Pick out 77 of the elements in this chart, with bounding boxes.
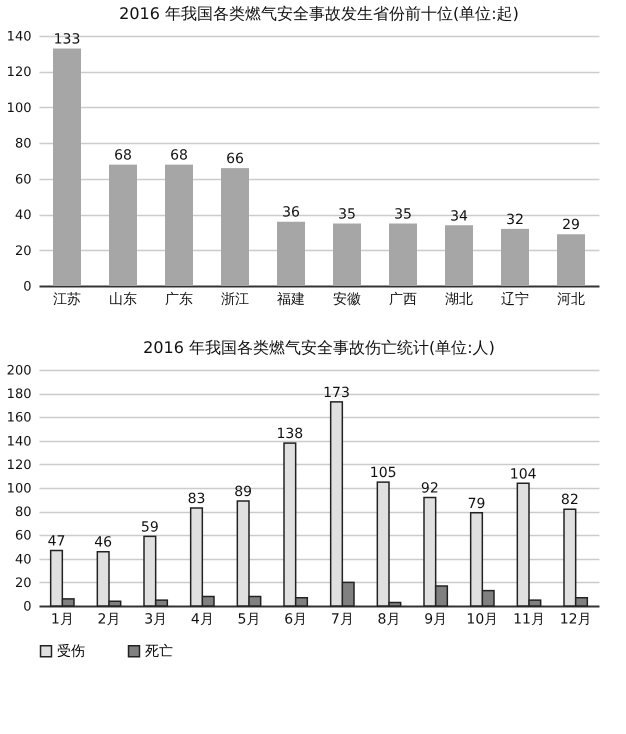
data-label: 32 (506, 212, 524, 228)
x-tick-label: 江苏 (53, 292, 81, 308)
data-label: 68 (170, 148, 188, 164)
x-tick-label: 浙江 (221, 292, 249, 308)
y-tick-label: 100 (6, 100, 32, 116)
x-tick-label: 6月 (284, 612, 308, 628)
data-label: 29 (562, 217, 580, 234)
y-tick-label: 20 (14, 244, 32, 259)
data-label: 35 (338, 206, 356, 222)
y-tick-label: 0 (23, 280, 32, 294)
data-label: 133 (54, 32, 80, 48)
bar (165, 164, 193, 286)
data-label: 36 (282, 204, 300, 221)
x-tick-label: 广东 (165, 292, 193, 308)
y-tick-label: 200 (6, 364, 32, 378)
legend-label: 死亡 (145, 643, 173, 660)
y-tick-label: 60 (14, 528, 32, 544)
x-tick-label: 安徽 (333, 292, 361, 308)
y-tick-label: 80 (14, 136, 32, 152)
y-tick-label: 40 (14, 208, 32, 224)
data-label: 92 (420, 480, 439, 496)
bar (109, 164, 137, 286)
data-label: 59 (140, 519, 159, 536)
x-tick-label: 12月 (560, 612, 592, 628)
bar (53, 48, 81, 286)
y-tick-label: 140 (6, 434, 32, 450)
data-label: 47 (48, 534, 66, 550)
bar (277, 222, 305, 286)
x-tick-label: 1月 (50, 612, 74, 628)
x-tick-label: 4月 (190, 612, 214, 628)
chart-title: 2016 年我国各类燃气安全事故伤亡统计(单位:人) (143, 338, 495, 357)
data-label: 83 (188, 491, 206, 508)
data-label: 138 (276, 426, 304, 442)
x-tick-label: 湖北 (445, 292, 473, 308)
y-tick-label: 140 (6, 30, 32, 44)
y-tick-label: 0 (23, 600, 32, 614)
y-tick-label: 40 (14, 552, 32, 568)
x-tick-label: 河北 (557, 292, 585, 308)
y-tick-label: 120 (6, 65, 32, 80)
x-tick-label: 山东 (109, 292, 137, 308)
y-tick-label: 180 (6, 387, 32, 402)
data-label: 105 (370, 465, 397, 482)
data-label: 104 (510, 466, 537, 482)
x-tick-label: 7月 (330, 612, 354, 628)
data-label: 66 (226, 151, 244, 168)
data-label: 34 (450, 208, 468, 224)
data-label: 79 (468, 496, 486, 512)
x-tick-label: 8月 (378, 612, 400, 628)
x-tick-label: 福建 (277, 292, 305, 308)
x-tick-label: 2月 (98, 612, 120, 628)
data-label: 68 (114, 148, 132, 164)
chart-title: 2016 年我国各类燃气安全事故发生省份前十位(单位:起) (119, 4, 519, 23)
y-tick-label: 120 (6, 458, 32, 473)
data-label: 46 (94, 534, 112, 551)
y-tick-label: 100 (6, 482, 32, 496)
y-tick-label: 20 (14, 576, 32, 591)
legend-label: 受伤 (57, 643, 85, 660)
data-label: 35 (394, 206, 412, 222)
x-tick-label: 3月 (144, 612, 168, 628)
data-label: 82 (560, 492, 579, 508)
x-tick-label: 10月 (466, 612, 498, 628)
bar (501, 228, 529, 286)
data-label: 173 (323, 384, 350, 401)
x-tick-label: 辽宁 (501, 292, 529, 308)
y-tick-label: 60 (14, 172, 32, 188)
bar (445, 225, 473, 286)
bar (333, 224, 361, 286)
bar (557, 234, 585, 286)
x-tick-label: 11月 (513, 612, 545, 628)
data-label: 89 (234, 484, 252, 500)
x-tick-label: 广西 (389, 292, 417, 308)
bar (221, 168, 249, 286)
y-tick-label: 160 (6, 410, 32, 426)
x-tick-label: 5月 (238, 612, 260, 628)
bar (389, 224, 417, 286)
x-tick-label: 9月 (424, 612, 448, 628)
y-tick-label: 80 (14, 505, 32, 520)
